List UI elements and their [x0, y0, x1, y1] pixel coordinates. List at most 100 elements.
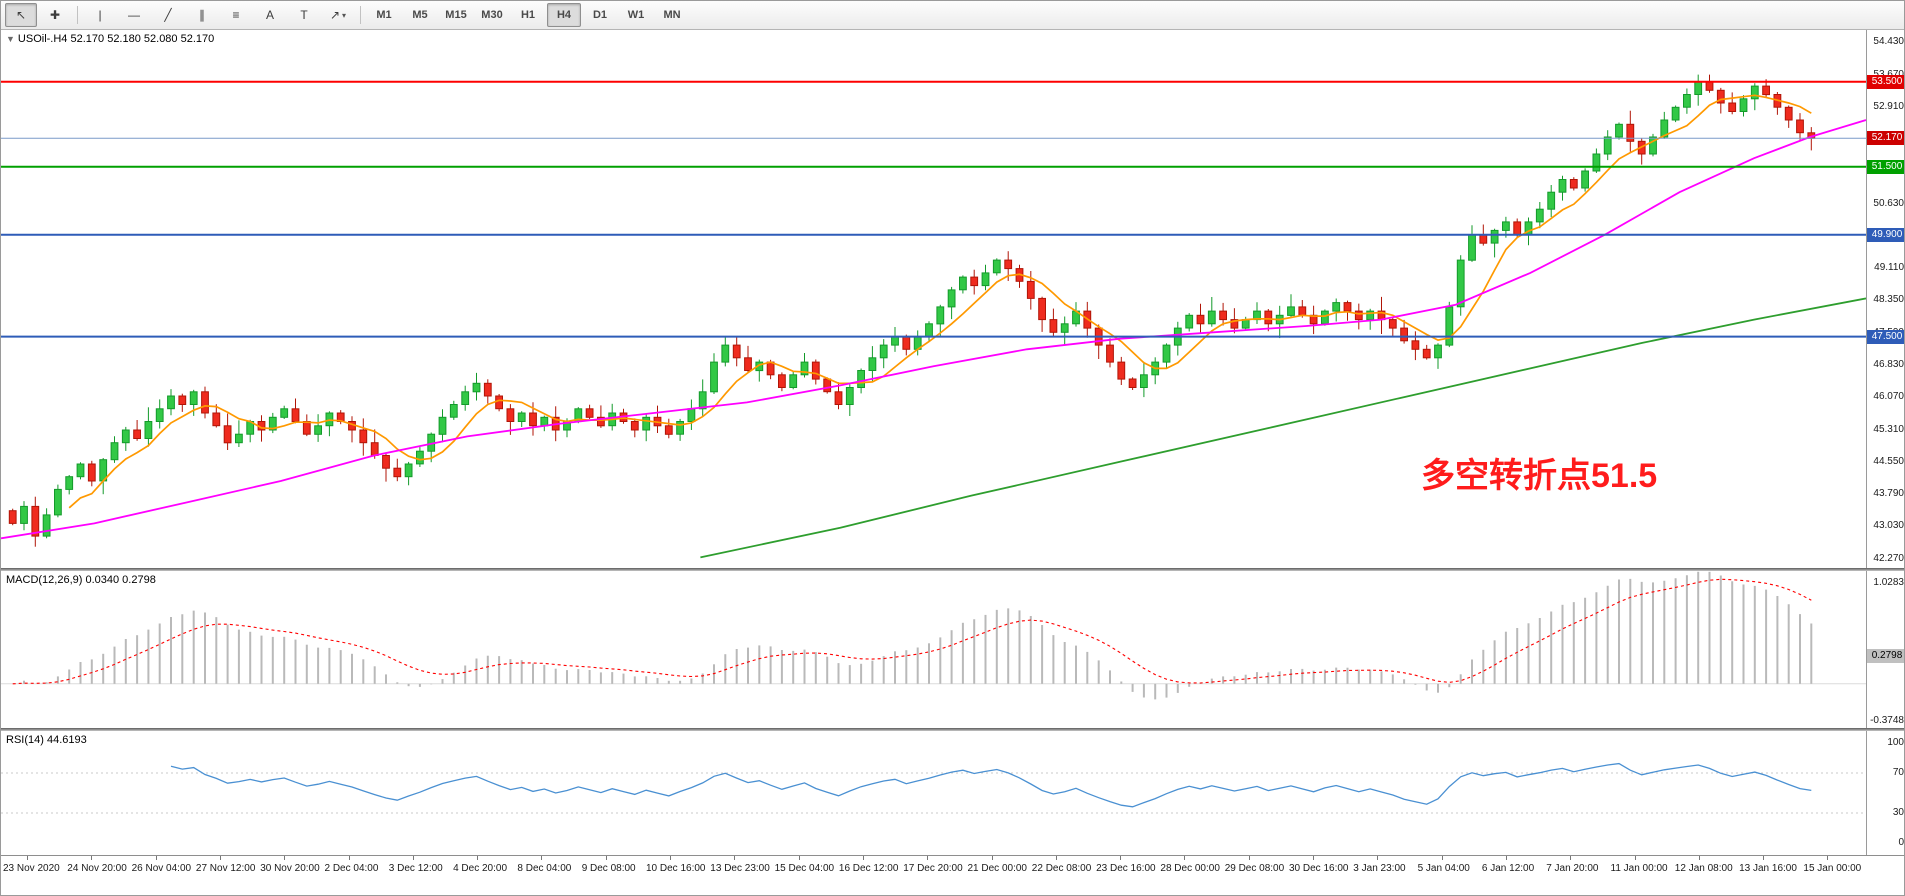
time-axis-label: 15 Jan 00:00	[1803, 863, 1862, 874]
time-axis-tick	[477, 856, 479, 860]
price-tick-label: 42.270	[1873, 552, 1904, 564]
main-price-axis[interactable]: 54.43053.67052.91052.15051.39050.63049.8…	[1866, 30, 1904, 568]
time-axis-label: 12 Jan 08:00	[1674, 863, 1733, 874]
timeframe-m30-button[interactable]: M30	[481, 9, 503, 21]
time-axis-tick	[1505, 856, 1507, 860]
rsi-tick-label: 0	[1898, 837, 1904, 848]
timeframe-m5-button[interactable]: M5	[412, 9, 428, 21]
time-axis-label: 3 Jan 23:00	[1353, 863, 1406, 874]
timeframe-d1-button[interactable]: D1	[592, 9, 608, 21]
timeframe-m15-button[interactable]: M15	[445, 9, 467, 21]
vertical-line-tool-button[interactable]: |	[98, 8, 102, 22]
price-level-badge: 52.170	[1867, 131, 1904, 146]
price-tick-label: 43.030	[1873, 520, 1904, 532]
macd-axis[interactable]: 1.0283 -0.3748 0.2798	[1866, 571, 1904, 728]
time-axis-label: 11 Jan 00:00	[1610, 863, 1668, 874]
symbol-period-label: USOil-.H4	[17, 33, 68, 45]
chart-annotation-text: 多空转折点51.5	[1421, 457, 1658, 495]
time-axis-tick	[155, 856, 157, 860]
time-axis-tick	[412, 856, 414, 860]
crosshair-tool-button[interactable]: ✚	[49, 8, 61, 22]
timeframe-h1-button[interactable]: H1	[520, 9, 536, 21]
time-axis-tick	[284, 856, 286, 860]
horizontal-line-tool-button[interactable]: —	[128, 8, 140, 22]
macd-plot-svg	[1, 571, 1866, 700]
price-tick-label: 45.310	[1873, 423, 1904, 435]
time-axis-label: 22 Dec 08:00	[1031, 863, 1092, 874]
price-tick-label: 44.550	[1873, 455, 1904, 467]
time-axis-tick	[1441, 856, 1443, 860]
time-axis-label: 10 Dec 16:00	[646, 863, 706, 874]
fibonacci-retracement-tool-button[interactable]: ≡	[232, 8, 240, 22]
price-tick-label: 54.430	[1873, 36, 1904, 48]
time-axis-tick	[1184, 856, 1186, 860]
time-axis-tick	[1634, 856, 1636, 860]
time-axis-label: 27 Nov 12:00	[195, 863, 256, 874]
timeframe-h4-button[interactable]: H4	[547, 3, 581, 27]
time-axis-label: 13 Dec 23:00	[710, 863, 770, 874]
price-tick-label: 48.350	[1873, 294, 1904, 306]
time-axis-tick	[862, 856, 864, 860]
time-axis-label: 24 Nov 20:00	[67, 863, 127, 874]
main-chart-pane: 多空转折点51.5 ▼ USOil-.H4 52.170 52.180 52.08…	[1, 30, 1904, 568]
macd-pane: MACD(12,26,9) 0.0340 0.2798 1.0283 -0.374…	[1, 571, 1904, 728]
macd-tick-label: 1.0283	[1873, 576, 1904, 588]
time-axis-tick	[734, 856, 736, 860]
time-axis-label: 2 Dec 04:00	[324, 863, 379, 874]
time-axis-tick	[1763, 856, 1765, 860]
time-axis-tick	[1570, 856, 1572, 860]
rsi-tick-label: 30	[1892, 807, 1904, 818]
candlestick-plot-svg	[1, 74, 1866, 559]
rsi-tick-label: 70	[1892, 767, 1904, 778]
trendline-tool-button[interactable]: ╱	[164, 8, 172, 22]
time-axis-label: 21 Dec 00:00	[967, 863, 1028, 874]
time-axis-tick	[991, 856, 993, 860]
macd-plot[interactable]	[1, 571, 1866, 728]
time-axis-label: 5 Jan 04:00	[1417, 863, 1470, 874]
time-axis-label: 29 Dec 08:00	[1224, 863, 1285, 874]
time-axis-label: 6 Jan 12:00	[1481, 863, 1535, 874]
ohlc-values: 52.170 52.180 52.080 52.170	[70, 33, 215, 45]
equidistant-channel-tool-button[interactable]: ∥	[199, 8, 205, 22]
time-axis[interactable]: 23 Nov 2020 24 Nov 20:00 26 Nov 04:00 27 No…	[1, 855, 1904, 895]
time-axis-label: 7 Jan 20:00	[1546, 863, 1599, 874]
price-level-badge: 53.500	[1867, 74, 1904, 89]
time-axis-label: 23 Dec 16:00	[1096, 863, 1156, 874]
pane-separator-rsi[interactable]	[1, 728, 1904, 731]
time-axis-label: 4 Dec 20:00	[453, 863, 508, 874]
rsi-tick-label: 100	[1887, 737, 1904, 748]
macd-current-value-badge: 0.2798	[1867, 649, 1904, 664]
text-tool-button[interactable]: A	[265, 8, 274, 22]
time-axis-tick	[670, 856, 671, 860]
rsi-pane: RSI(14) 44.6193 100 70 30 0	[1, 731, 1904, 855]
price-tick-label: 53.670	[1873, 69, 1904, 80]
time-axis-label: 15 Dec 04:00	[774, 863, 835, 874]
time-axis-label: 30 Dec 16:00	[1289, 863, 1349, 874]
price-level-badge: 49.900	[1867, 227, 1904, 242]
dropdown-caret-icon: ▾	[342, 10, 347, 20]
time-axis-tick	[27, 856, 28, 860]
rsi-plot[interactable]	[1, 731, 1866, 855]
text-label-tool-button[interactable]: T	[300, 8, 308, 22]
timeframe-m1-button[interactable]: M1	[376, 9, 392, 21]
timeframe-w1-button[interactable]: W1	[627, 9, 645, 21]
main-chart-plot[interactable]: 多空转折点51.5	[1, 30, 1866, 568]
price-tick-label: 43.790	[1873, 488, 1904, 500]
arrows-tool-button[interactable]: ↗ ▾	[329, 8, 347, 22]
time-axis-label: 26 Nov 04:00	[131, 863, 192, 874]
cursor-tool-button[interactable]: ↖	[5, 3, 37, 27]
pane-separator-macd[interactable]	[1, 568, 1904, 571]
rsi-axis[interactable]: 100 70 30 0	[1866, 731, 1904, 855]
collapse-arrow-icon[interactable]: ▼	[6, 34, 15, 44]
time-axis-tick	[348, 856, 350, 860]
time-axis-tick	[91, 856, 93, 860]
toolbar-separator	[77, 6, 78, 24]
time-axis-tick	[927, 856, 929, 860]
time-axis-tick	[605, 856, 607, 860]
time-axis-label: 30 Nov 20:00	[260, 863, 320, 874]
time-axis-label: 16 Dec 12:00	[838, 863, 899, 874]
price-tick-label: 52.910	[1873, 100, 1904, 112]
timeframe-mn-button[interactable]: MN	[663, 9, 681, 21]
price-tick-label: 46.070	[1873, 391, 1904, 403]
